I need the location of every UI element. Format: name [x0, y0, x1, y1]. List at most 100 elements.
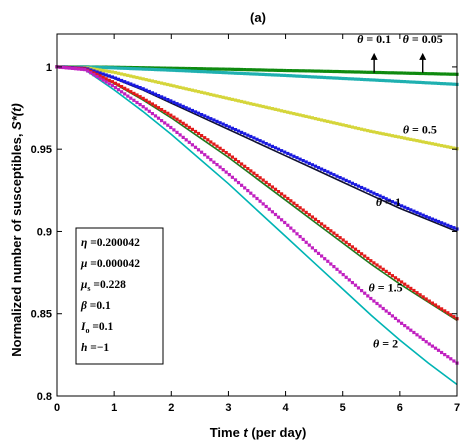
data-point	[193, 129, 198, 134]
data-point	[446, 82, 450, 86]
data-point	[144, 107, 148, 111]
data-point	[338, 122, 342, 126]
data-point	[338, 270, 342, 274]
data-point	[258, 199, 262, 203]
axes: 0 1 2 3 4 5 6 7 0.8 0.85 0.9 0.95 1	[31, 34, 460, 414]
data-point	[338, 176, 342, 180]
data-point	[375, 263, 379, 267]
data-point	[64, 66, 68, 70]
data-point	[212, 93, 216, 97]
data-point	[283, 73, 287, 77]
data-point	[258, 68, 262, 72]
x-tick-label: 5	[340, 402, 346, 414]
data-point	[403, 282, 407, 286]
data-point	[273, 68, 278, 72]
data-point	[221, 71, 225, 75]
data-point	[92, 71, 96, 75]
data-point	[92, 69, 96, 73]
data-point	[116, 66, 121, 70]
data-point	[190, 67, 194, 71]
data-point	[406, 284, 410, 288]
data-point	[381, 78, 385, 83]
data-point	[166, 82, 170, 87]
data-point	[443, 222, 447, 226]
data-point	[172, 115, 176, 119]
data-point	[393, 316, 398, 320]
data-point	[190, 127, 194, 131]
data-point	[326, 259, 330, 263]
data-point	[135, 75, 139, 80]
data-point	[156, 116, 161, 120]
data-point	[307, 69, 311, 73]
data-point	[227, 71, 231, 75]
data-point	[316, 251, 321, 255]
theta-label: θ = 2	[373, 336, 398, 350]
data-point	[243, 132, 247, 136]
data-point	[452, 82, 456, 86]
series-line	[56, 66, 458, 386]
data-point	[421, 337, 425, 341]
data-point	[230, 155, 234, 159]
data-point	[344, 77, 348, 81]
data-point	[196, 131, 201, 136]
data-point	[233, 67, 238, 71]
data-point	[255, 103, 259, 107]
series-layer	[55, 65, 459, 386]
data-point	[166, 66, 170, 70]
data-point	[215, 144, 219, 148]
data-point	[206, 70, 210, 74]
data-point	[141, 105, 145, 109]
data-point	[421, 81, 425, 85]
data-point	[372, 299, 376, 303]
data-point	[240, 71, 244, 75]
data-point	[313, 75, 318, 79]
data-point	[104, 66, 108, 70]
data-point	[316, 220, 321, 224]
data-point	[443, 309, 447, 313]
theta-label: θ = 0.1	[357, 32, 391, 46]
data-point	[446, 355, 450, 359]
data-point	[273, 212, 278, 217]
data-point	[427, 81, 431, 85]
data-point	[436, 81, 441, 85]
data-point	[261, 68, 265, 72]
data-point	[156, 94, 161, 98]
data-point	[320, 69, 324, 73]
data-point	[236, 71, 241, 75]
data-point	[156, 80, 161, 84]
data-point	[190, 88, 194, 92]
data-point	[110, 84, 114, 88]
data-point	[261, 140, 265, 144]
data-point	[326, 69, 330, 73]
data-point	[415, 210, 419, 215]
arrow-head	[419, 52, 427, 60]
data-point	[129, 82, 133, 86]
data-point	[273, 73, 278, 77]
data-point	[384, 71, 388, 75]
data-point	[369, 296, 373, 301]
data-point	[209, 117, 213, 121]
data-point	[200, 70, 204, 74]
data-point	[301, 114, 305, 118]
data-point	[436, 72, 441, 76]
data-point	[126, 88, 130, 92]
data-point	[418, 80, 422, 84]
data-point	[95, 72, 99, 76]
data-point	[316, 166, 321, 170]
data-point	[384, 269, 388, 273]
data-point	[418, 139, 422, 143]
data-point	[224, 123, 228, 128]
data-point	[160, 81, 164, 85]
data-point	[104, 73, 108, 77]
data-point	[258, 72, 262, 76]
data-point	[372, 78, 376, 82]
data-point	[353, 126, 358, 130]
data-point	[107, 69, 111, 74]
data-point	[301, 208, 305, 212]
data-point	[440, 82, 444, 86]
data-point	[320, 118, 324, 122]
data-point	[104, 77, 108, 81]
data-point	[301, 69, 305, 73]
data-point	[436, 305, 441, 309]
data-point	[323, 75, 327, 80]
